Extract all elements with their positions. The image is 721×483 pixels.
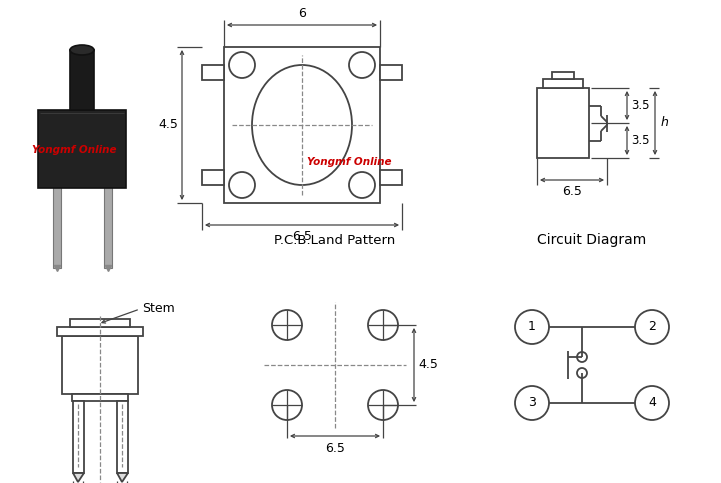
Text: 1: 1 (528, 321, 536, 333)
Bar (224, 47, 380, 203)
Text: 6.5: 6.5 (562, 185, 582, 198)
Bar (543, 79, 583, 88)
Circle shape (577, 368, 587, 378)
Circle shape (272, 310, 302, 340)
Bar (537, 88, 589, 158)
Circle shape (272, 390, 302, 420)
Bar (104, 186, 112, 268)
Bar (38, 110, 126, 188)
Circle shape (635, 386, 669, 420)
Ellipse shape (70, 45, 94, 55)
Circle shape (349, 172, 375, 198)
Text: Yongmf Online: Yongmf Online (307, 157, 392, 167)
Text: 6.5: 6.5 (292, 230, 312, 243)
Bar (202, 170, 224, 185)
Bar (57, 327, 143, 336)
Polygon shape (73, 473, 84, 482)
Text: 2: 2 (648, 321, 656, 333)
Bar (380, 170, 402, 185)
Bar (53, 186, 61, 268)
Circle shape (349, 52, 375, 78)
Text: 6.5: 6.5 (325, 442, 345, 455)
Text: 3.5: 3.5 (631, 134, 650, 147)
Text: Circuit Diagram: Circuit Diagram (537, 233, 647, 247)
Circle shape (229, 52, 255, 78)
Circle shape (515, 386, 549, 420)
Circle shape (515, 310, 549, 344)
Bar (62, 336, 138, 394)
Text: 3.5: 3.5 (631, 99, 650, 112)
Circle shape (229, 172, 255, 198)
Text: 4: 4 (648, 397, 656, 410)
Circle shape (368, 310, 398, 340)
Bar (73, 401, 84, 473)
Text: 4.5: 4.5 (418, 358, 438, 371)
Text: Stem: Stem (142, 302, 174, 315)
Bar (70, 319, 130, 327)
Text: 3: 3 (528, 397, 536, 410)
Text: P.C.B.Land Pattern: P.C.B.Land Pattern (275, 234, 396, 247)
Circle shape (635, 310, 669, 344)
Bar (72, 394, 128, 401)
Text: Yongmf Online: Yongmf Online (32, 145, 117, 155)
Bar (202, 65, 224, 80)
Text: 4.5: 4.5 (158, 118, 178, 131)
Bar (117, 401, 128, 473)
Text: h: h (661, 116, 669, 129)
Bar (380, 65, 402, 80)
Text: 6: 6 (298, 7, 306, 20)
Polygon shape (117, 473, 128, 482)
Circle shape (368, 390, 398, 420)
Ellipse shape (252, 65, 352, 185)
Bar (70, 50, 94, 110)
Circle shape (577, 352, 587, 362)
Bar (552, 72, 574, 79)
